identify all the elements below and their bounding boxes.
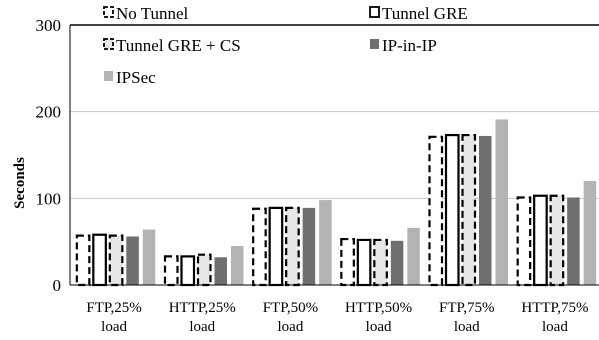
bar [268,206,284,287]
bar [479,135,492,285]
legend-swatch [103,6,114,18]
y-axis-label: Seconds [12,157,28,209]
x-tick-label: FTP,50% [263,300,318,316]
bar [533,194,548,287]
x-tick-label: load [542,319,568,335]
bar [252,207,267,287]
bar [92,233,107,287]
bar [428,135,444,287]
y-tick-label: 300 [36,16,62,35]
bar [407,227,420,285]
legend-swatch [103,38,114,50]
y-tick-label: 100 [36,189,62,208]
x-tick-label: load [189,319,215,335]
legend-swatch [104,71,113,81]
legend-label: Tunnel GRE [382,4,468,23]
bar [583,181,597,285]
x-tick-label: load [366,319,392,335]
x-tick-label: load [278,319,304,335]
bar [340,237,355,287]
bar [196,253,212,287]
bar [75,234,91,287]
bar [516,196,532,287]
y-tick-label: 200 [36,103,62,122]
x-tick-label: FTP,75% [439,300,494,316]
x-tick-label: load [454,319,480,335]
axes: 0 100 200 300 FTP,25% load HTTP,25% load FTP,50%… [36,16,599,335]
bar [356,238,372,287]
legend-label: No Tunnel [116,4,189,23]
legend-label: IPSec [116,68,156,87]
bar [390,240,404,285]
legend-label: IP-in-IP [382,36,437,55]
bar [231,246,244,285]
bar [214,257,227,285]
y-tick-label: 0 [53,276,62,295]
bar [108,234,124,287]
legend-swatch [370,39,379,49]
bar [567,197,580,285]
x-tick-label: HTTP,25% [169,300,236,316]
bar [444,133,460,287]
x-tick-label: HTTP,50% [345,300,412,316]
bar [549,194,565,287]
bar [285,206,300,287]
gridlines [70,24,599,199]
bar [180,255,196,287]
x-tick-label: HTTP,75% [521,300,588,316]
bar [126,236,139,285]
bar [142,229,156,285]
bar [319,200,332,285]
bar [163,255,179,287]
legend-label: Tunnel GRE + CS [116,36,241,55]
bar [302,207,316,285]
legend: No Tunnel Tunnel GRE Tunnel GRE + CS IP-in-… [103,4,468,87]
bar [495,119,508,285]
bars [75,119,597,287]
legend-swatch [369,6,380,18]
bar [461,133,477,287]
x-tick-label: FTP,25% [86,300,141,316]
bar [373,238,388,287]
x-tick-label: load [101,319,127,335]
